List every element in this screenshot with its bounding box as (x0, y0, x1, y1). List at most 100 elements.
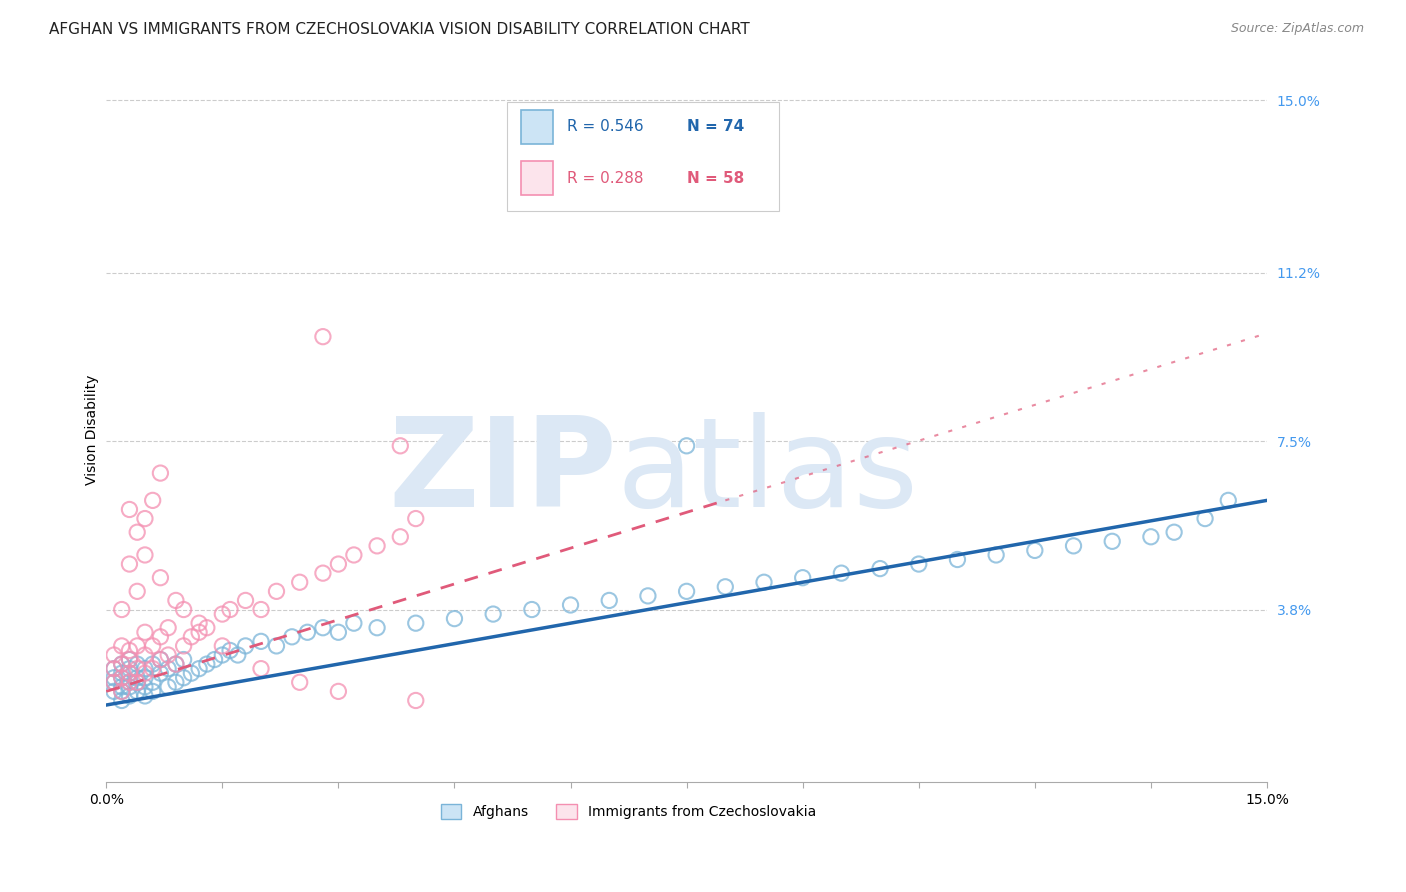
Point (211, 648, 233, 662)
Point (180, 630, 202, 644)
Point (312, 329, 335, 343)
Point (173, 652, 195, 666)
Point (103, 684, 125, 698)
Point (637, 589, 659, 603)
Point (1218, 493, 1240, 508)
Point (188, 662, 211, 676)
Point (127, 584, 149, 599)
Point (134, 548, 156, 562)
Point (118, 502, 141, 516)
Point (157, 680, 180, 694)
Point (405, 693, 427, 707)
Point (1194, 511, 1216, 525)
Point (173, 639, 195, 653)
Point (211, 607, 233, 621)
Point (157, 648, 180, 662)
Point (288, 675, 311, 690)
Point (149, 630, 172, 644)
Point (134, 680, 156, 694)
Point (443, 612, 465, 626)
Point (830, 566, 852, 581)
Text: R = 0.546: R = 0.546 (567, 120, 644, 134)
Point (142, 684, 165, 698)
Point (111, 657, 134, 672)
Point (1140, 530, 1163, 544)
Point (149, 571, 172, 585)
Point (297, 625, 319, 640)
Point (111, 671, 134, 685)
Point (118, 666, 141, 681)
Point (226, 648, 249, 662)
Point (127, 684, 149, 698)
Point (149, 466, 172, 480)
Point (869, 561, 891, 575)
FancyBboxPatch shape (520, 110, 553, 144)
Point (149, 652, 172, 666)
Point (204, 652, 226, 666)
Point (328, 625, 350, 640)
Point (188, 616, 211, 631)
Text: AFGHAN VS IMMIGRANTS FROM CZECHOSLOVAKIA VISION DISABILITY CORRELATION CHART: AFGHAN VS IMMIGRANTS FROM CZECHOSLOVAKIA… (49, 22, 749, 37)
Point (165, 657, 187, 672)
Point (792, 571, 814, 585)
Point (118, 652, 141, 666)
Point (157, 662, 180, 676)
Point (312, 566, 335, 581)
Point (389, 530, 412, 544)
Point (219, 643, 242, 657)
Point (111, 602, 134, 616)
Point (405, 511, 427, 525)
Point (134, 648, 156, 662)
Point (111, 639, 134, 653)
Point (111, 680, 134, 694)
Point (149, 666, 172, 681)
Text: N = 58: N = 58 (686, 170, 744, 186)
Point (142, 639, 165, 653)
Point (180, 666, 202, 681)
Point (288, 575, 311, 590)
Text: ZIP: ZIP (388, 412, 617, 533)
Point (1163, 525, 1185, 540)
Point (118, 652, 141, 666)
Point (134, 625, 156, 640)
Point (103, 675, 125, 690)
Point (142, 662, 165, 676)
Point (366, 621, 388, 635)
Point (312, 621, 335, 635)
Point (165, 657, 187, 672)
Point (907, 557, 929, 571)
Point (752, 575, 775, 590)
Point (343, 548, 366, 562)
Point (675, 439, 697, 453)
Text: R = 0.288: R = 0.288 (567, 170, 644, 186)
Point (103, 675, 125, 690)
Point (127, 525, 149, 540)
Point (134, 666, 156, 681)
Point (1024, 543, 1046, 558)
Point (157, 621, 180, 635)
Point (165, 593, 187, 607)
FancyBboxPatch shape (506, 102, 779, 211)
Point (111, 666, 134, 681)
Point (134, 511, 156, 525)
Point (118, 662, 141, 676)
Point (127, 657, 149, 672)
Point (1063, 539, 1085, 553)
Point (266, 584, 288, 599)
Point (560, 598, 582, 612)
Point (118, 643, 141, 657)
Point (103, 662, 125, 676)
Point (111, 693, 134, 707)
Legend: Afghans, Immigrants from Czechoslovakia: Afghans, Immigrants from Czechoslovakia (434, 799, 823, 825)
Point (149, 652, 172, 666)
Point (142, 675, 165, 690)
Point (173, 671, 195, 685)
Text: Source: ZipAtlas.com: Source: ZipAtlas.com (1230, 22, 1364, 36)
Point (118, 666, 141, 681)
Point (266, 639, 288, 653)
Point (328, 557, 350, 571)
Point (211, 639, 233, 653)
Point (134, 689, 156, 703)
Point (281, 630, 304, 644)
Point (111, 657, 134, 672)
